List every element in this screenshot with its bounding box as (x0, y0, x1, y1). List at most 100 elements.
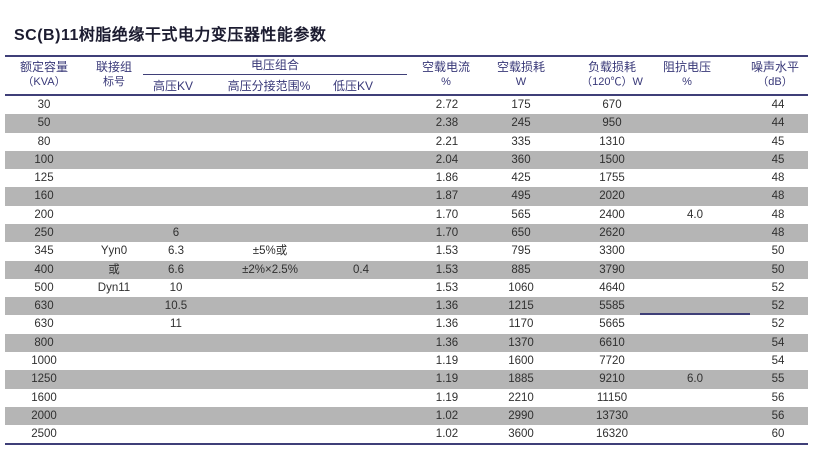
capacity-cell: 800 (34, 336, 54, 349)
lv-kv-cell: 0.4 (353, 263, 369, 276)
table-row: 160 1.87 495 2020 48 (5, 187, 808, 206)
noload-current-cell: 1.70 (435, 208, 459, 221)
impedance-cell: 4.0 (687, 208, 703, 221)
connection-cell: 或 (108, 263, 120, 276)
impedance-cell: 6.0 (687, 373, 703, 386)
table-row: 630 11 1.36 1170 5665 52 (5, 315, 808, 333)
header-noload-loss-line2: W (515, 76, 527, 88)
noise-cell: 44 (771, 99, 785, 111)
noise-cell: 52 (771, 281, 785, 294)
load-loss-cell: 2400 (599, 208, 625, 221)
noload-current-cell: 1.19 (435, 391, 459, 404)
noload-loss-cell: 2990 (508, 409, 534, 422)
load-loss-cell: 3300 (599, 245, 625, 258)
table-bottom-rule (5, 443, 808, 445)
noload-current-cell: 2.38 (435, 117, 459, 130)
noise-cell: 52 (771, 300, 785, 313)
noise-cell: 50 (771, 263, 785, 276)
noise-cell: 45 (771, 153, 785, 166)
noload-current-cell: 1.19 (435, 373, 459, 386)
load-loss-cell: 1500 (599, 153, 625, 166)
load-loss-cell: 16320 (596, 428, 628, 441)
load-loss-cell: 9210 (599, 373, 625, 386)
table-top-rule (5, 55, 808, 57)
noload-loss-cell: 360 (511, 153, 531, 166)
table-row: 630 10.5 1.36 1215 5585 52 (5, 297, 808, 316)
header-impedance-line1: 阻抗电压 (662, 60, 711, 74)
header-load-loss-line1: 负载损耗 (587, 60, 636, 74)
header-noise-line2: （dB） (757, 76, 793, 88)
noise-cell: 48 (771, 172, 785, 185)
load-loss-cell: 13730 (596, 409, 628, 422)
noise-cell: 45 (771, 135, 785, 148)
table-row: 800 1.36 1370 6610 54 (5, 333, 808, 352)
noload-loss-cell: 1060 (508, 281, 534, 294)
column-header-connection: 联接组 标号 (49, 60, 179, 90)
hv-kv-cell: 6 (172, 226, 180, 239)
capacity-cell: 50 (37, 117, 51, 130)
noise-cell: 56 (771, 409, 785, 422)
header-capacity-line2: （KVA） (22, 76, 66, 88)
noise-cell: 54 (771, 354, 785, 367)
noload-loss-cell: 795 (511, 245, 531, 258)
capacity-cell: 200 (34, 208, 54, 221)
tap-range-cell: ±2%×2.5% (242, 263, 298, 276)
noload-loss-cell: 245 (511, 117, 531, 130)
noise-cell: 48 (771, 190, 785, 203)
noload-loss-cell: 1600 (508, 354, 534, 367)
table-row: 1250 1.19 1885 9210 6.0 55 (5, 370, 808, 389)
table-row: 500 Dyn11 10 1.53 1060 4640 52 (5, 279, 808, 297)
load-loss-cell: 1755 (599, 172, 625, 185)
column-header-hv: 高压KV (152, 79, 193, 93)
hv-kv-cell: 6.6 (168, 263, 184, 276)
noload-current-cell: 1.36 (435, 336, 459, 349)
capacity-cell: 100 (34, 153, 54, 166)
capacity-cell: 345 (34, 245, 54, 258)
capacity-cell: 500 (34, 281, 54, 294)
table-header-rule (5, 94, 808, 96)
noise-cell: 52 (771, 318, 785, 331)
load-loss-cell: 6610 (599, 336, 625, 349)
noise-cell: 60 (771, 428, 785, 441)
header-noload-current-line2: % (441, 76, 451, 88)
noload-loss-cell: 1170 (508, 318, 534, 331)
table-row: 345 Yyn0 6.3 ±5%或 1.53 795 3300 50 (5, 242, 808, 260)
noise-cell: 50 (771, 245, 785, 258)
connection-cell: Yyn0 (100, 245, 128, 258)
table-row: 200 1.70 565 2400 4.0 48 (5, 206, 808, 224)
load-loss-cell: 5665 (599, 318, 625, 331)
column-header-tap-range: 高压分接范围% (227, 79, 311, 93)
noload-current-cell: 1.86 (435, 172, 459, 185)
noload-current-cell: 2.21 (435, 135, 459, 148)
capacity-cell: 630 (34, 318, 54, 331)
capacity-cell: 2000 (31, 409, 57, 422)
load-loss-cell: 670 (602, 99, 622, 111)
impedance-section-divider (640, 313, 750, 315)
noload-loss-cell: 335 (511, 135, 531, 148)
capacity-cell: 400 (34, 263, 54, 276)
hv-kv-cell: 6.3 (168, 245, 184, 258)
capacity-cell: 1000 (31, 354, 57, 367)
table-row: 30 2.72 175 670 44 (5, 96, 808, 114)
capacity-cell: 1250 (31, 373, 57, 386)
table-row: 1000 1.19 1600 7720 54 (5, 352, 808, 370)
noload-current-cell: 1.53 (435, 263, 459, 276)
noload-current-cell: 1.19 (435, 354, 459, 367)
noload-loss-cell: 1885 (508, 373, 534, 386)
load-loss-cell: 1310 (599, 135, 625, 148)
header-noload-current-line1: 空载电流 (421, 60, 470, 74)
capacity-cell: 1600 (31, 391, 57, 404)
header-connection-line2: 标号 (103, 76, 125, 88)
noise-cell: 54 (771, 336, 785, 349)
noload-current-cell: 1.70 (435, 226, 459, 239)
noload-loss-cell: 1370 (508, 336, 534, 349)
load-loss-cell: 5585 (599, 300, 625, 313)
noload-loss-cell: 425 (511, 172, 531, 185)
noload-current-cell: 1.36 (435, 300, 459, 313)
capacity-cell: 160 (34, 190, 54, 203)
noload-loss-cell: 650 (511, 226, 531, 239)
noise-cell: 48 (771, 226, 785, 239)
column-header-lv: 低压KV (332, 79, 373, 93)
capacity-cell: 250 (34, 226, 54, 239)
